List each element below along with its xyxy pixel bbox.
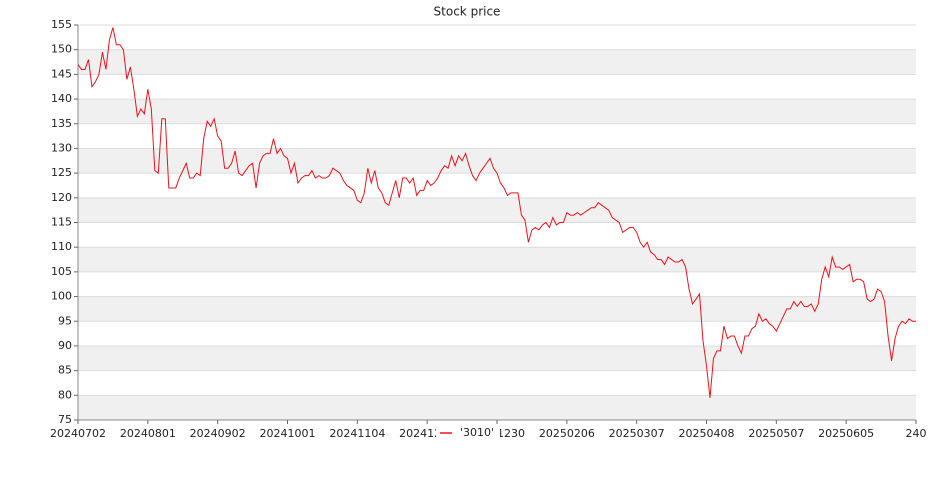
x-tick-label: 20250507 xyxy=(748,427,804,440)
x-tick-label: 20240902 xyxy=(190,427,246,440)
x-tick-label: 20250408 xyxy=(679,427,735,440)
y-tick-label: 75 xyxy=(58,413,72,426)
y-tick-label: 85 xyxy=(58,364,72,377)
y-tick-label: 105 xyxy=(51,265,72,278)
grid-band xyxy=(78,197,916,223)
y-tick-label: 150 xyxy=(51,43,72,56)
y-tick-label: 130 xyxy=(51,141,72,154)
y-tick-label: 90 xyxy=(58,339,72,352)
x-tick-label: 20250307 xyxy=(609,427,665,440)
chart-title: Stock price xyxy=(434,5,501,19)
x-tick-label: 20240801 xyxy=(120,427,176,440)
legend-box xyxy=(436,425,501,441)
y-tick-label: 100 xyxy=(51,290,72,303)
y-tick-label: 135 xyxy=(51,117,72,130)
x-tick-label: 20250206 xyxy=(539,427,595,440)
x-tick-label: 240 xyxy=(906,427,927,440)
y-tick-label: 110 xyxy=(51,240,72,253)
y-tick-label: 95 xyxy=(58,314,72,327)
x-tick-label: 20240702 xyxy=(50,427,106,440)
x-tick-label: 20241001 xyxy=(260,427,316,440)
x-tick-label: 20250605 xyxy=(818,427,874,440)
grid-band xyxy=(78,148,916,174)
legend-label: '3010' xyxy=(460,426,494,439)
line-series xyxy=(77,27,916,398)
y-tick-label: 80 xyxy=(58,388,72,401)
grid-band xyxy=(78,345,916,371)
y-tick-label: 140 xyxy=(51,92,72,105)
legend: '3010' xyxy=(436,425,501,441)
y-tick-label: 115 xyxy=(51,216,72,229)
y-tick-label: 155 xyxy=(51,18,72,31)
grid-band xyxy=(78,49,916,75)
grid-band xyxy=(78,395,916,420)
grid-band xyxy=(78,99,916,124)
y-tick-label: 145 xyxy=(51,67,72,80)
grid-band xyxy=(78,296,916,322)
x-tick-label: 20241104 xyxy=(329,427,385,440)
y-tick-label: 125 xyxy=(51,166,72,179)
grid-band xyxy=(78,247,916,272)
y-tick-label: 120 xyxy=(51,191,72,204)
